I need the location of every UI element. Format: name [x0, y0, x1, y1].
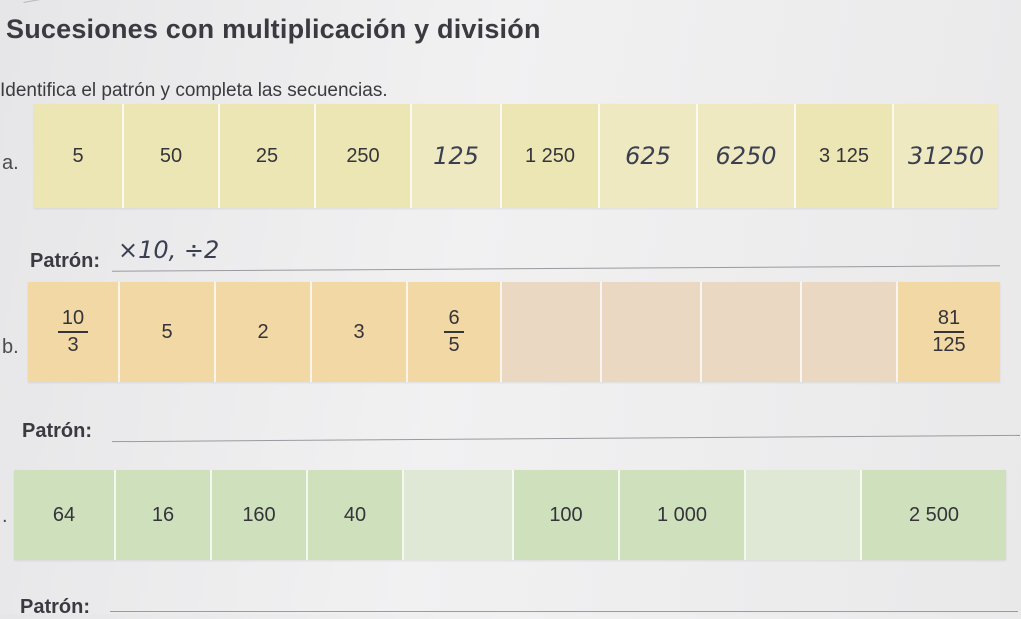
- cell-value: 160: [242, 503, 276, 526]
- sequence-c-table: 64 16 160 40 100 1 000 2 500: [14, 470, 1006, 560]
- cell-value: 5: [72, 144, 84, 167]
- sequence-a-cell-5[interactable]: 125: [412, 104, 502, 208]
- cell-value: 1 250: [524, 144, 576, 167]
- page-edge-mark: [23, 0, 47, 11]
- pattern-b-label: Patrón:: [22, 420, 92, 442]
- instructions: Identifica el patrón y completa las secu…: [0, 80, 388, 101]
- sequence-a-table: 5 50 25 250 125 1 250 625 6250 3 125 31250: [34, 104, 998, 208]
- sequence-b-cell-6[interactable]: [502, 282, 602, 382]
- sequence-b-cell-2: 5: [120, 282, 216, 382]
- sequence-b-cell-1: 10 3: [28, 282, 120, 382]
- fraction-numerator: 81: [933, 308, 965, 333]
- sequence-c-cell-4: 40: [308, 470, 404, 560]
- sequence-a-cell-10[interactable]: 31250: [894, 104, 998, 208]
- pattern-c-line[interactable]: [110, 611, 1018, 612]
- sequence-b-cell-9[interactable]: [802, 282, 898, 382]
- fraction: 10 3: [57, 308, 89, 356]
- fraction: 81 125: [932, 308, 965, 356]
- sequence-c-cell-1: 64: [14, 470, 116, 560]
- sequence-a-cell-2: 50: [124, 104, 220, 208]
- cell-value: 5: [161, 320, 173, 343]
- fraction-denominator: 5: [448, 334, 460, 356]
- handwritten-answer: 31250: [907, 142, 985, 170]
- sequence-c-cell-3: 160: [212, 470, 308, 560]
- pattern-c-label: Patrón:: [20, 596, 90, 618]
- sequence-a-cell-9: 3 125: [796, 104, 894, 208]
- fraction-denominator: 3: [67, 334, 79, 356]
- sequence-c-cell-5[interactable]: [404, 470, 514, 560]
- cell-value: 64: [52, 503, 76, 526]
- sequence-c-cell-7: 1 000: [620, 470, 746, 560]
- cell-value: 40: [343, 503, 367, 526]
- sequence-a-cell-7[interactable]: 625: [600, 104, 698, 208]
- pattern-b-line[interactable]: [112, 434, 1020, 443]
- sequence-c-cell-6: 100: [514, 470, 620, 560]
- pattern-a-line: [112, 265, 1000, 272]
- cell-value: 16: [151, 503, 175, 526]
- sequence-a-cell-1: 5: [34, 104, 124, 208]
- pattern-a-answer[interactable]: ×10, ÷2: [118, 236, 220, 264]
- cell-value: 2 500: [908, 503, 960, 526]
- cell-value: 100: [549, 503, 583, 526]
- cell-value: 250: [346, 144, 380, 167]
- cell-value: 1 000: [656, 503, 708, 526]
- sequence-b-cell-7[interactable]: [602, 282, 702, 382]
- sequence-a-marker: a.: [2, 152, 19, 174]
- cell-value: 50: [159, 144, 183, 167]
- sequence-b-table: 10 3 5 2 3 6 5 81 125: [28, 282, 1000, 382]
- cell-value: 3 125: [818, 144, 870, 167]
- sequence-b-cell-10: 81 125: [898, 282, 1000, 382]
- cell-value: 25: [255, 144, 279, 167]
- sequence-a-cell-8[interactable]: 6250: [698, 104, 796, 208]
- sequence-a-cell-4: 250: [316, 104, 412, 208]
- sequence-b-cell-8[interactable]: [702, 282, 802, 382]
- fraction-numerator: 10: [57, 308, 89, 333]
- sequence-a-cell-6: 1 250: [502, 104, 600, 208]
- sequence-b-cell-4: 3: [312, 282, 408, 382]
- handwritten-answer: 625: [625, 142, 671, 170]
- sequence-b-cell-3: 2: [216, 282, 312, 382]
- sequence-c-cell-2: 16: [116, 470, 212, 560]
- handwritten-answer: 6250: [715, 142, 777, 170]
- sequence-c-cell-8[interactable]: [746, 470, 862, 560]
- fraction-denominator: 125: [932, 334, 966, 356]
- pattern-a-label: Patrón:: [30, 250, 100, 272]
- fraction-numerator: 6: [444, 308, 464, 333]
- page-title: Sucesiones con multiplicación y división: [6, 14, 541, 44]
- cell-value: 3: [353, 320, 365, 343]
- sequence-b-marker: b.: [2, 336, 19, 358]
- handwritten-answer: 125: [433, 142, 479, 170]
- sequence-a-cell-3: 25: [220, 104, 316, 208]
- sequence-c-cell-9: 2 500: [862, 470, 1006, 560]
- sequence-c-marker: .: [2, 505, 8, 527]
- cell-value: 2: [257, 320, 269, 343]
